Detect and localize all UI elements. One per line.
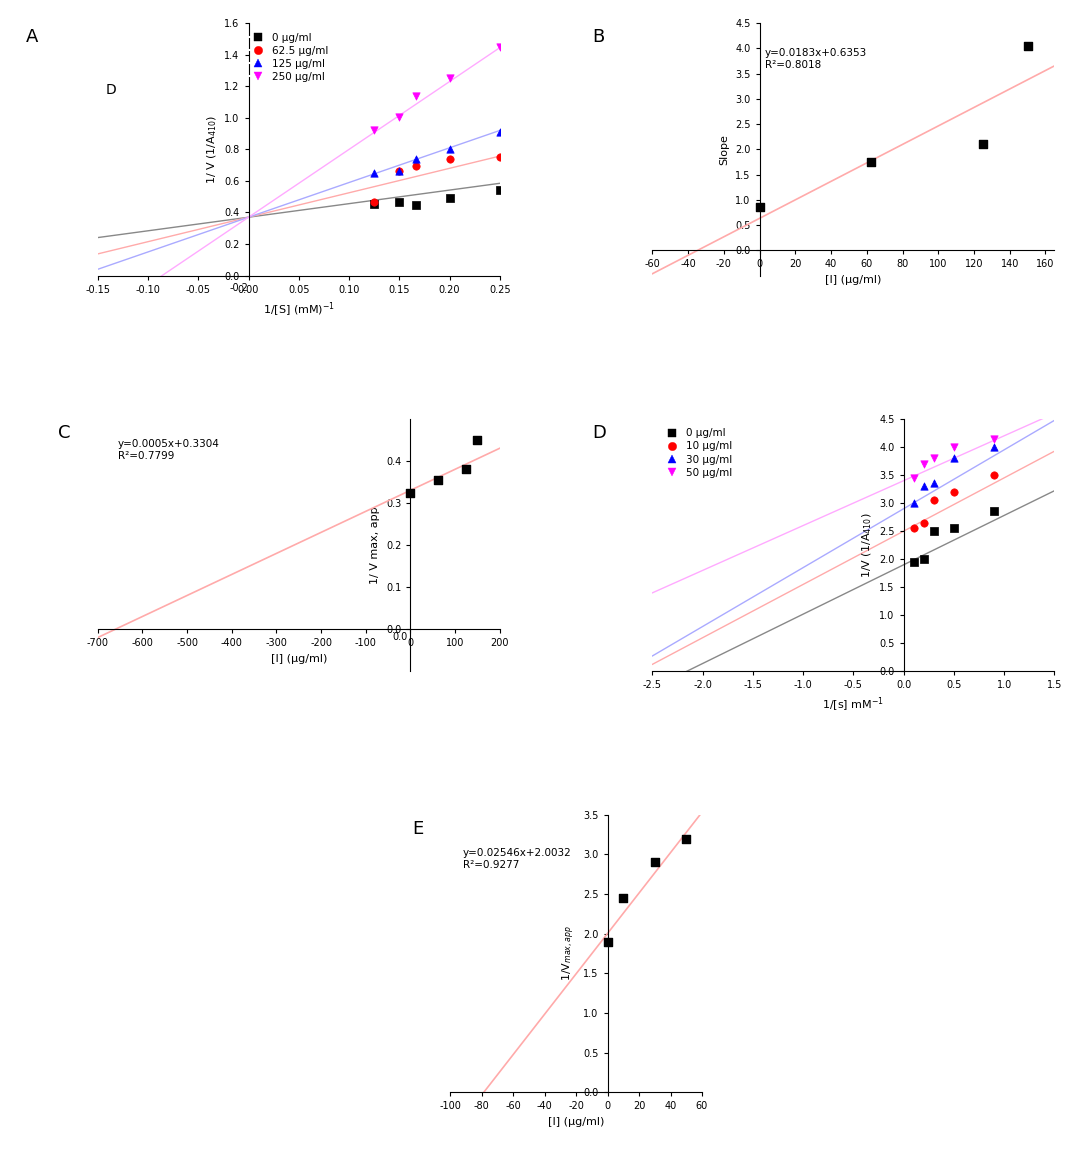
Point [408,196,425,215]
X-axis label: [I] (μg/ml): [I] (μg/ml) [825,275,882,285]
Point [491,148,509,166]
Point [925,492,942,510]
Point [365,164,383,182]
Point [402,483,420,502]
Point [986,466,1003,485]
Point [390,193,408,211]
Point [751,198,769,216]
Point [468,431,486,450]
Point [925,474,942,493]
Point [441,141,459,159]
Point [946,482,963,501]
Point [390,162,408,180]
X-axis label: [I] (μg/ml): [I] (μg/ml) [271,654,327,664]
Point [905,519,923,538]
Y-axis label: 1/ V (1/A$_{410}$): 1/ V (1/A$_{410}$) [205,115,218,184]
Text: D: D [592,424,607,442]
Y-axis label: 1/V$_{max,app}$: 1/V$_{max,app}$ [561,926,577,982]
Point [408,150,425,168]
Point [458,460,475,479]
Point [491,37,509,56]
Text: A: A [25,28,38,46]
Text: y=0.0183x+0.6353
R²=0.8018: y=0.0183x+0.6353 R²=0.8018 [765,49,867,70]
Point [441,70,459,88]
Point [946,438,963,457]
Point [915,550,933,568]
Legend: 0 μg/ml, 10 μg/ml, 30 μg/ml, 50 μg/ml: 0 μg/ml, 10 μg/ml, 30 μg/ml, 50 μg/ml [658,424,736,482]
Point [365,121,383,139]
Point [925,522,942,540]
Point [986,502,1003,521]
Point [986,429,1003,447]
Point [429,471,447,489]
Point [915,476,933,495]
Point [646,853,663,872]
Point [915,454,933,473]
Point [390,163,408,181]
Legend: 0 μg/ml, 62.5 μg/ml, 125 μg/ml, 250 μg/ml: 0 μg/ml, 62.5 μg/ml, 125 μg/ml, 250 μg/m… [243,28,333,86]
X-axis label: 1/[S] (mM)$^{-1}$: 1/[S] (mM)$^{-1}$ [263,300,335,318]
Text: B: B [592,28,604,46]
Point [408,86,425,105]
Point [677,830,695,848]
X-axis label: [I] (μg/ml): [I] (μg/ml) [548,1117,604,1127]
Point [946,519,963,538]
Point [986,438,1003,457]
Point [441,150,459,168]
Point [408,157,425,175]
Y-axis label: 1/ V max, app: 1/ V max, app [371,507,380,584]
Point [925,449,942,467]
Y-axis label: Slope: Slope [720,134,729,165]
Text: D: D [105,83,116,96]
Point [974,135,991,153]
Text: E: E [412,820,424,838]
Point [614,889,632,908]
Point [441,188,459,207]
Point [863,152,880,171]
Point [905,468,923,487]
Point [365,193,383,211]
Point [1019,37,1036,56]
Point [390,108,408,127]
Text: y=0.02546x+2.0032
R²=0.9277: y=0.02546x+2.0032 R²=0.9277 [463,848,572,869]
Text: y=0.0005x+0.3304
R²=0.7799: y=0.0005x+0.3304 R²=0.7799 [117,439,220,461]
Point [491,180,509,199]
Point [365,194,383,213]
Point [915,514,933,532]
Point [599,932,616,951]
Text: -0.2: -0.2 [229,284,249,293]
Y-axis label: 1/V (1/A$_{410}$): 1/V (1/A$_{410}$) [860,512,874,578]
Text: C: C [58,424,71,442]
Point [905,553,923,572]
X-axis label: 1/[s] mM$^{-1}$: 1/[s] mM$^{-1}$ [823,696,885,715]
Point [905,494,923,512]
Point [491,123,509,142]
Point [946,449,963,467]
Text: 0.0: 0.0 [392,632,408,643]
